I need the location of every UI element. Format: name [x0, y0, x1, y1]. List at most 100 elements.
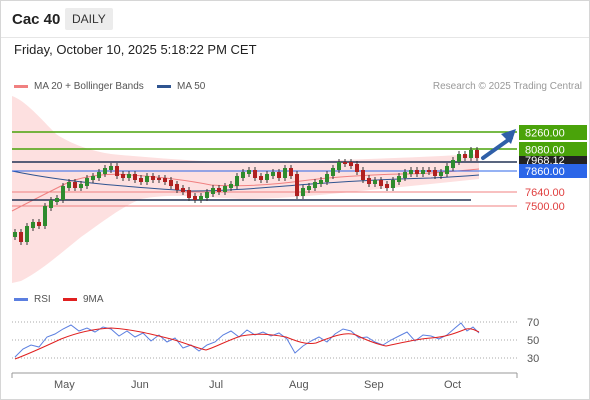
candle-body [295, 174, 299, 196]
rsi-ma9-line [14, 327, 480, 360]
candle-body [415, 170, 419, 174]
candle-body [169, 180, 173, 186]
candlesticks [13, 147, 479, 245]
candle-body [241, 172, 245, 178]
candle-body [253, 170, 257, 178]
candle-body [103, 168, 107, 174]
candle-body [325, 174, 329, 182]
candle-body [391, 180, 395, 188]
ma50-swatch [157, 84, 171, 88]
candle-body [151, 176, 155, 180]
candle-body [331, 168, 335, 176]
candle-body [343, 162, 347, 164]
candle-body [313, 182, 317, 188]
candle-body [13, 232, 17, 237]
candle-body [61, 186, 65, 200]
candle-body [19, 232, 23, 242]
tag-pivot-text: 7860.00 [525, 166, 565, 178]
candle-body [133, 174, 137, 180]
rsi-axis-30: 30 [527, 353, 539, 365]
candle-body [439, 172, 443, 176]
candle-body [91, 176, 95, 180]
candle-body [373, 180, 377, 184]
candle-body [367, 178, 371, 184]
candle-body [259, 176, 263, 180]
tag-r2: 8260.00 [519, 125, 587, 140]
legend-ma50: MA 50 [157, 81, 205, 92]
candle-body [469, 150, 473, 158]
tag-pivot: 7860.00 [519, 164, 587, 178]
candle-body [181, 188, 185, 192]
legend-ma20: MA 20 + Bollinger Bands [14, 81, 144, 92]
ma20-label: MA 20 + Bollinger Bands [34, 81, 144, 92]
tag-r2-text: 8260.00 [525, 128, 565, 140]
candle-body [205, 192, 209, 198]
legend-ma9: 9MA [63, 294, 104, 305]
candle-body [217, 188, 221, 192]
candle-body [361, 170, 365, 180]
candle-body [37, 222, 41, 226]
rsi-axis-70: 70 [527, 317, 539, 329]
tag-r1-text: 8080.00 [525, 145, 565, 157]
candle-body [235, 176, 239, 186]
period-button[interactable]: DAILY [65, 8, 113, 30]
symbol-title: Cac 40 [12, 11, 61, 28]
bollinger-band [12, 96, 479, 283]
candle-body [445, 166, 449, 174]
month-oct: Oct [444, 379, 461, 391]
candle-body [463, 154, 467, 158]
candle-body [271, 172, 275, 176]
candle-body [421, 170, 425, 174]
month-jul: Jul [209, 379, 223, 391]
tag-r1: 8080.00 [519, 142, 587, 157]
month-aug: Aug [289, 379, 309, 391]
candle-body [163, 178, 167, 182]
candle-body [97, 172, 101, 178]
chart-datetime: Friday, October 10, 2025 5:18:22 PM CET [14, 42, 257, 57]
candle-body [403, 172, 407, 178]
candle-body [31, 222, 35, 228]
ma9-swatch [63, 297, 77, 301]
candle-body [229, 184, 233, 188]
candle-body [145, 176, 149, 182]
ma50-line [11, 170, 480, 192]
candle-body [67, 182, 71, 188]
candle-body [55, 198, 59, 202]
candle-body [349, 162, 353, 166]
forecast-arrow [481, 129, 516, 160]
candle-body [193, 196, 197, 200]
candle-body [277, 172, 281, 178]
candle-body [397, 176, 401, 182]
candle-body [85, 178, 89, 186]
candle-body [199, 196, 203, 200]
candle-body [49, 200, 53, 208]
candle-body [379, 180, 383, 186]
candle-body [337, 162, 341, 170]
candle-body [115, 166, 119, 176]
candle-body [121, 174, 125, 178]
candle-body [301, 188, 305, 196]
candle-body [223, 186, 227, 192]
candle-body [427, 170, 431, 172]
candle-body [175, 184, 179, 190]
candle-body [127, 174, 131, 178]
tag-s2-text: 7500.00 [525, 201, 565, 213]
candle-body [247, 170, 251, 174]
candle-body [79, 184, 83, 188]
ma50-label: MA 50 [177, 81, 206, 92]
candle-body [283, 168, 287, 178]
candle-body [307, 186, 311, 190]
candle-body [385, 184, 389, 188]
rsi-line [14, 322, 480, 358]
candle-body [187, 190, 191, 198]
candle-body [433, 170, 437, 176]
candle-body [25, 226, 29, 242]
month-may: May [54, 379, 75, 391]
candle-body [157, 178, 161, 180]
ma9-label: 9MA [83, 294, 104, 305]
candle-body [211, 188, 215, 194]
candle-body [475, 150, 479, 158]
rsi-label: RSI [34, 294, 51, 305]
